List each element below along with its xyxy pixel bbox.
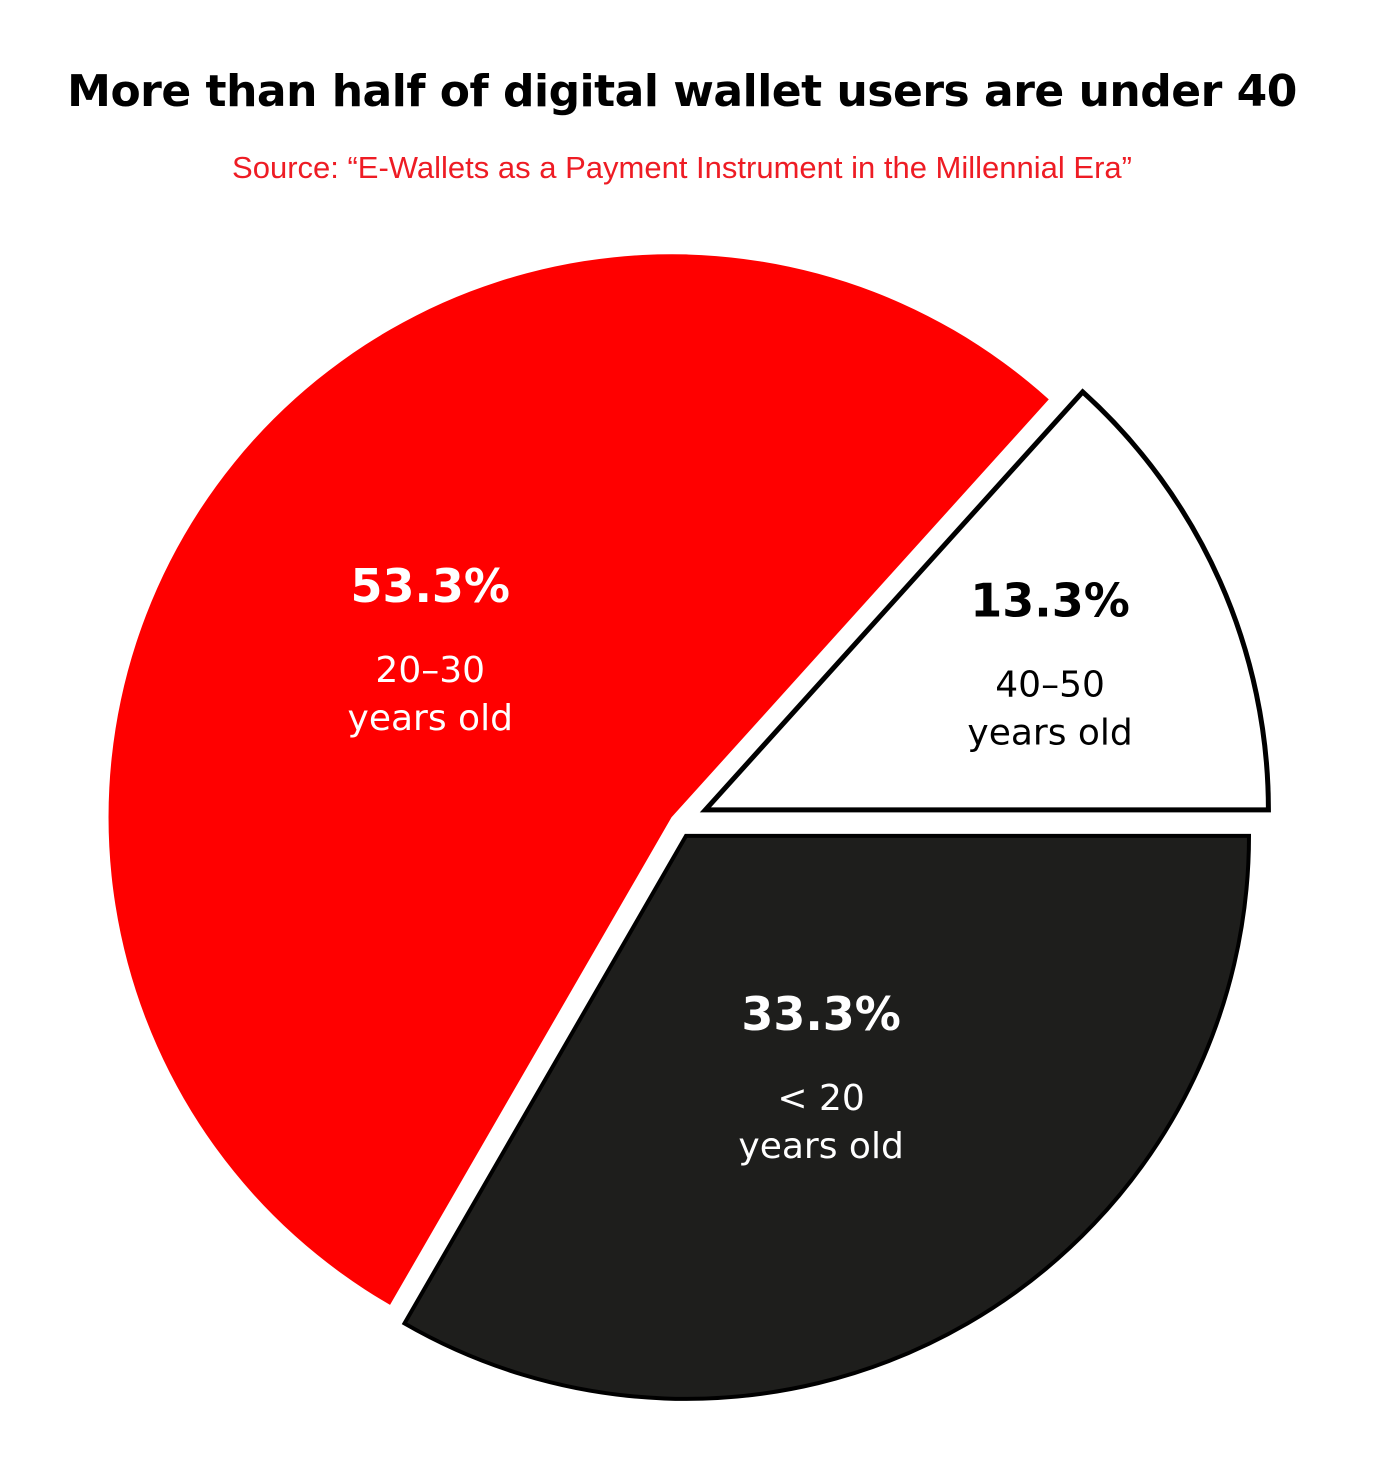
pie-slice (108, 254, 1049, 1305)
chart-subtitle: Source: “E-Wallets as a Payment Instrume… (232, 150, 1132, 185)
slice-category-label: < 20 (777, 1078, 864, 1119)
chart-title: More than half of digital wallet users a… (67, 66, 1297, 117)
slice-sublabel: years old (967, 713, 1132, 754)
slice-value-label: 53.3% (350, 559, 510, 613)
slice-category-label: 20–30 (375, 650, 485, 691)
slice-sublabel: years old (348, 698, 513, 739)
pie-slice (699, 388, 1271, 813)
pie-slice (401, 833, 1252, 1401)
slice-category-label: 40–50 (995, 665, 1105, 706)
slice-value-label: 13.3% (970, 574, 1130, 628)
slice-value-label: 33.3% (741, 987, 901, 1041)
slice-sublabel: years old (738, 1126, 903, 1167)
